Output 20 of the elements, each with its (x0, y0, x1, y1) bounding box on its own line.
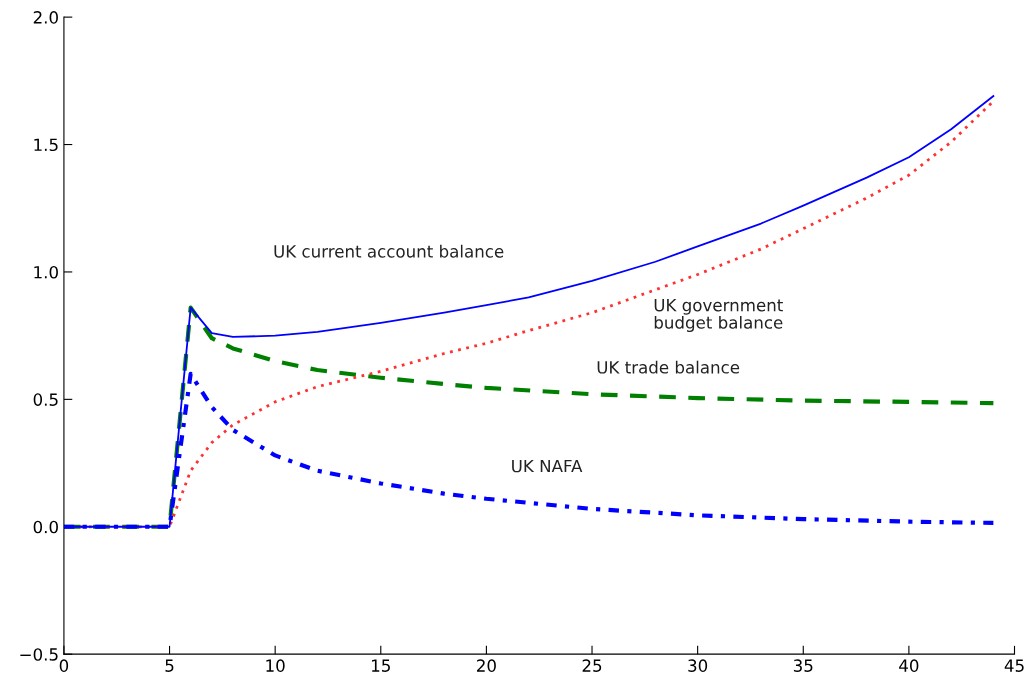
x-tick-label: 15 (372, 659, 390, 672)
y-tick-label: −0.5 (20, 648, 58, 661)
x-tick-label: 35 (793, 659, 813, 672)
x-tick-label: 5 (165, 659, 174, 672)
x-tick-label: 25 (582, 659, 602, 672)
series-label: UK NAFA (512, 459, 583, 473)
x-tick-label: 0 (59, 659, 69, 672)
x-tick-label: 20 (477, 659, 496, 672)
text: UK current account balance (274, 244, 504, 258)
y-tick-label: 1.5 (34, 138, 58, 152)
y-tick-label: 0.5 (33, 393, 58, 406)
series-label: UK trade balance (597, 360, 740, 374)
y-tick-label: 0.0 (33, 520, 58, 534)
y-tick-label: 1.0 (34, 265, 58, 279)
series-label: UK government budget balance (654, 299, 783, 333)
x-tick-label: 40 (899, 659, 919, 672)
y-tick-label: 2.0 (33, 11, 58, 24)
x-tick-label: 45 (1004, 659, 1024, 672)
x-tick-label: 10 (266, 659, 285, 672)
x-tick-label: 30 (688, 659, 708, 672)
